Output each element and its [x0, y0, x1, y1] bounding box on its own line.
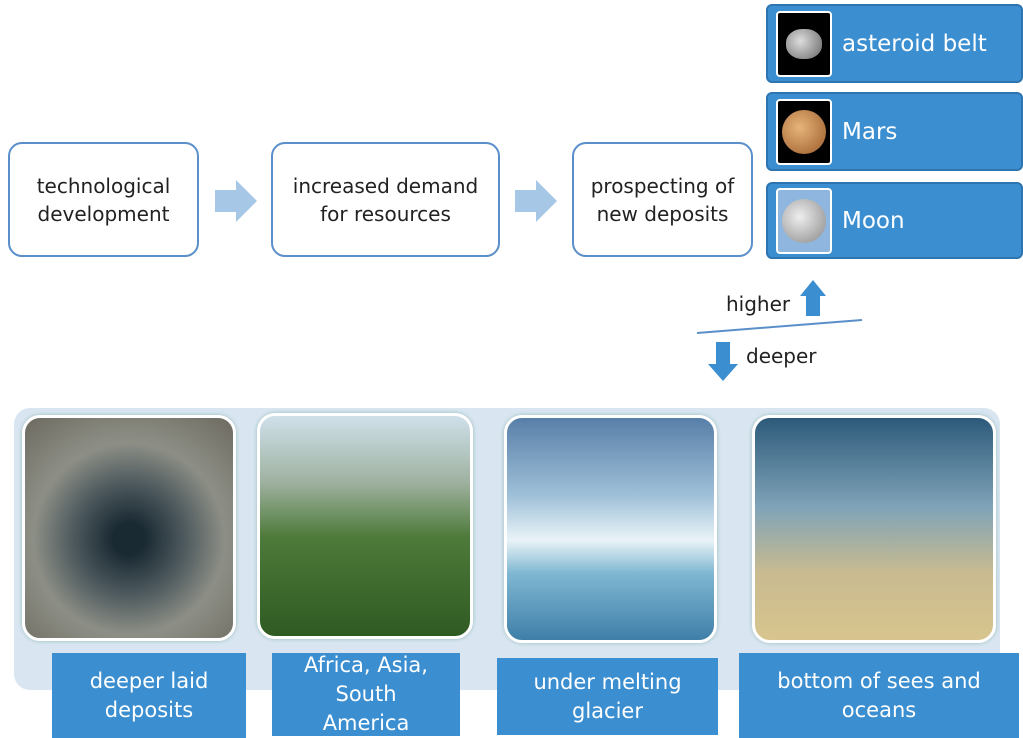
icon [776, 188, 832, 254]
photo [504, 415, 717, 643]
icon [776, 99, 832, 165]
location-label: deeper laid deposits [52, 653, 246, 738]
down-arrow [708, 342, 738, 381]
flow-arrow [515, 180, 557, 222]
destination-label: asteroid belt [842, 31, 987, 57]
destination-label: Mars [842, 119, 897, 145]
photo [752, 415, 996, 643]
destination: Mars [766, 92, 1023, 171]
destination: Moon [766, 182, 1023, 259]
divider [697, 320, 862, 333]
destination-label: Moon [842, 208, 905, 234]
flow-arrow [215, 180, 257, 222]
page: technological development increased dema… [0, 0, 1023, 738]
location-label: Africa, Asia, South America [272, 653, 460, 736]
photo [22, 415, 236, 641]
icon [776, 11, 832, 77]
destination: asteroid belt [766, 4, 1023, 83]
location-label: bottom of sees and oceans [739, 653, 1019, 738]
direction-label: higher [726, 292, 790, 316]
photo [257, 413, 473, 639]
direction-label: deeper [746, 344, 817, 368]
location-label: under melting glacier [497, 658, 718, 735]
up-arrow [800, 280, 826, 316]
